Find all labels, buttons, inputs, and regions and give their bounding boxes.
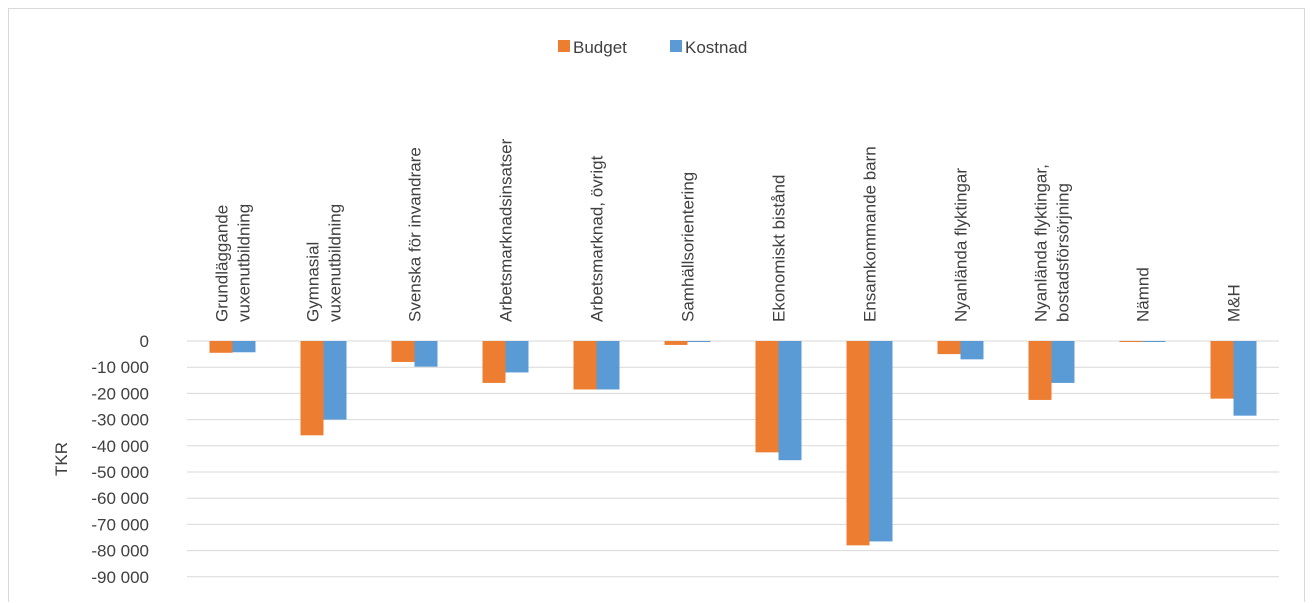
kostnad-bar <box>232 341 256 353</box>
category-labels: Grundläggande vuxenutbildning Gymnasial vux… <box>213 138 1244 322</box>
kostnad-bar <box>414 341 438 367</box>
chart-area: 0 -10 000 -20 000 -30 000 -40 000 -50 000 -60 … <box>8 8 1305 602</box>
y-tick-label: -50 000 <box>91 463 149 482</box>
category-label: vuxenutbildning <box>326 204 345 322</box>
budget-bar <box>209 341 233 353</box>
bars <box>209 341 1257 546</box>
legend-swatch-kostnad <box>670 40 682 52</box>
budget-bar <box>300 341 324 436</box>
category-label: Gymnasial <box>304 242 323 322</box>
y-tick-label: -70 000 <box>91 515 149 534</box>
kostnad-bar <box>869 341 893 542</box>
gridlines <box>187 340 1279 578</box>
y-axis-ticks: 0 -10 000 -20 000 -30 000 -40 000 -50 000 -60 … <box>91 332 149 587</box>
budget-bar <box>1028 341 1052 400</box>
y-axis-title: TKR <box>52 442 71 476</box>
bar-chart: 0 -10 000 -20 000 -30 000 -40 000 -50 000 -60 … <box>52 38 1279 587</box>
budget-bar <box>755 341 779 453</box>
kostnad-bar <box>323 341 347 420</box>
budget-bar <box>573 341 597 390</box>
budget-bar <box>391 341 415 362</box>
budget-bar <box>846 341 870 546</box>
kostnad-bar <box>778 341 802 461</box>
kostnad-bar <box>1233 341 1257 416</box>
legend-label-kostnad: Kostnad <box>685 38 747 57</box>
category-label: M&H <box>1225 284 1244 322</box>
y-tick-label: -80 000 <box>91 542 149 561</box>
kostnad-bar <box>1142 341 1166 342</box>
category-label: Nämnd <box>1134 267 1153 322</box>
kostnad-bar <box>1051 341 1075 383</box>
y-tick-label: -60 000 <box>91 489 149 508</box>
category-label: Samhällsorientering <box>679 172 698 322</box>
legend-swatch-budget <box>558 40 570 52</box>
kostnad-bar <box>687 341 711 342</box>
budget-bar <box>1210 341 1234 399</box>
category-label: Ensamkommande barn <box>861 146 880 322</box>
legend: Budget Kostnad <box>558 38 747 57</box>
category-label: vuxenutbildning <box>235 204 254 322</box>
category-label: Nyanlända flyktingar, <box>1032 164 1051 322</box>
category-label: Nyanlända flyktingar <box>952 168 971 322</box>
category-label: bostadsförsörjning <box>1054 183 1073 322</box>
budget-bar <box>482 341 506 383</box>
y-tick-label: -40 000 <box>91 437 149 456</box>
category-label: Arbetsmarknad, övrigt <box>588 155 607 322</box>
category-label: Arbetsmarknadsinsatser <box>497 138 516 322</box>
y-tick-label: -10 000 <box>91 358 149 377</box>
kostnad-bar <box>596 341 620 390</box>
kostnad-bar <box>960 341 984 360</box>
y-tick-label: 0 <box>140 332 149 351</box>
legend-label-budget: Budget <box>573 38 627 57</box>
category-label: Svenska för invandrare <box>406 147 425 322</box>
category-label: Ekonomiskt bistånd <box>770 175 789 322</box>
y-tick-label: -90 000 <box>91 568 149 587</box>
budget-bar <box>937 341 961 355</box>
category-label: Grundläggande <box>213 205 232 322</box>
y-tick-label: -30 000 <box>91 411 149 430</box>
y-tick-label: -20 000 <box>91 384 149 403</box>
budget-bar <box>1119 341 1143 342</box>
budget-bar <box>664 341 688 345</box>
kostnad-bar <box>505 341 529 373</box>
